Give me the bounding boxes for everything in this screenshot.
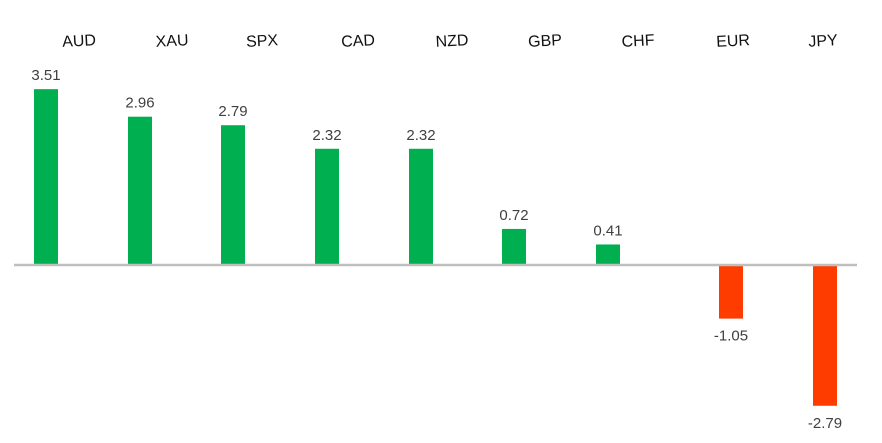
category-label-cad: CAD	[341, 32, 376, 51]
bar-cad	[315, 148, 339, 265]
bar-eur	[719, 266, 743, 319]
category-label-gbp: GBP	[528, 32, 563, 51]
category-label-nzd: NZD	[435, 32, 469, 51]
category-label-xau: XAU	[155, 32, 189, 51]
bar-gbp	[502, 228, 526, 265]
value-label-xau: 2.96	[125, 95, 154, 112]
bar-spx	[221, 125, 245, 265]
category-label-chf: CHF	[621, 32, 655, 51]
bar-aud	[34, 89, 58, 265]
category-label-jpy: JPY	[808, 32, 839, 51]
value-label-aud: 3.51	[31, 67, 60, 84]
value-label-eur: -1.05	[714, 328, 748, 345]
value-label-spx: 2.79	[218, 103, 247, 120]
bar-nzd	[409, 148, 433, 265]
bar-jpy	[813, 266, 837, 406]
bar-chf	[596, 244, 620, 265]
value-label-chf: 0.41	[593, 222, 622, 239]
category-label-aud: AUD	[62, 32, 97, 51]
value-label-jpy: -2.79	[808, 415, 842, 432]
value-label-gbp: 0.72	[499, 207, 528, 224]
bar-xau	[128, 116, 152, 265]
value-label-nzd: 2.32	[406, 127, 435, 144]
value-label-cad: 2.32	[312, 127, 341, 144]
category-label-eur: EUR	[716, 32, 751, 51]
category-label-spx: SPX	[246, 32, 279, 51]
